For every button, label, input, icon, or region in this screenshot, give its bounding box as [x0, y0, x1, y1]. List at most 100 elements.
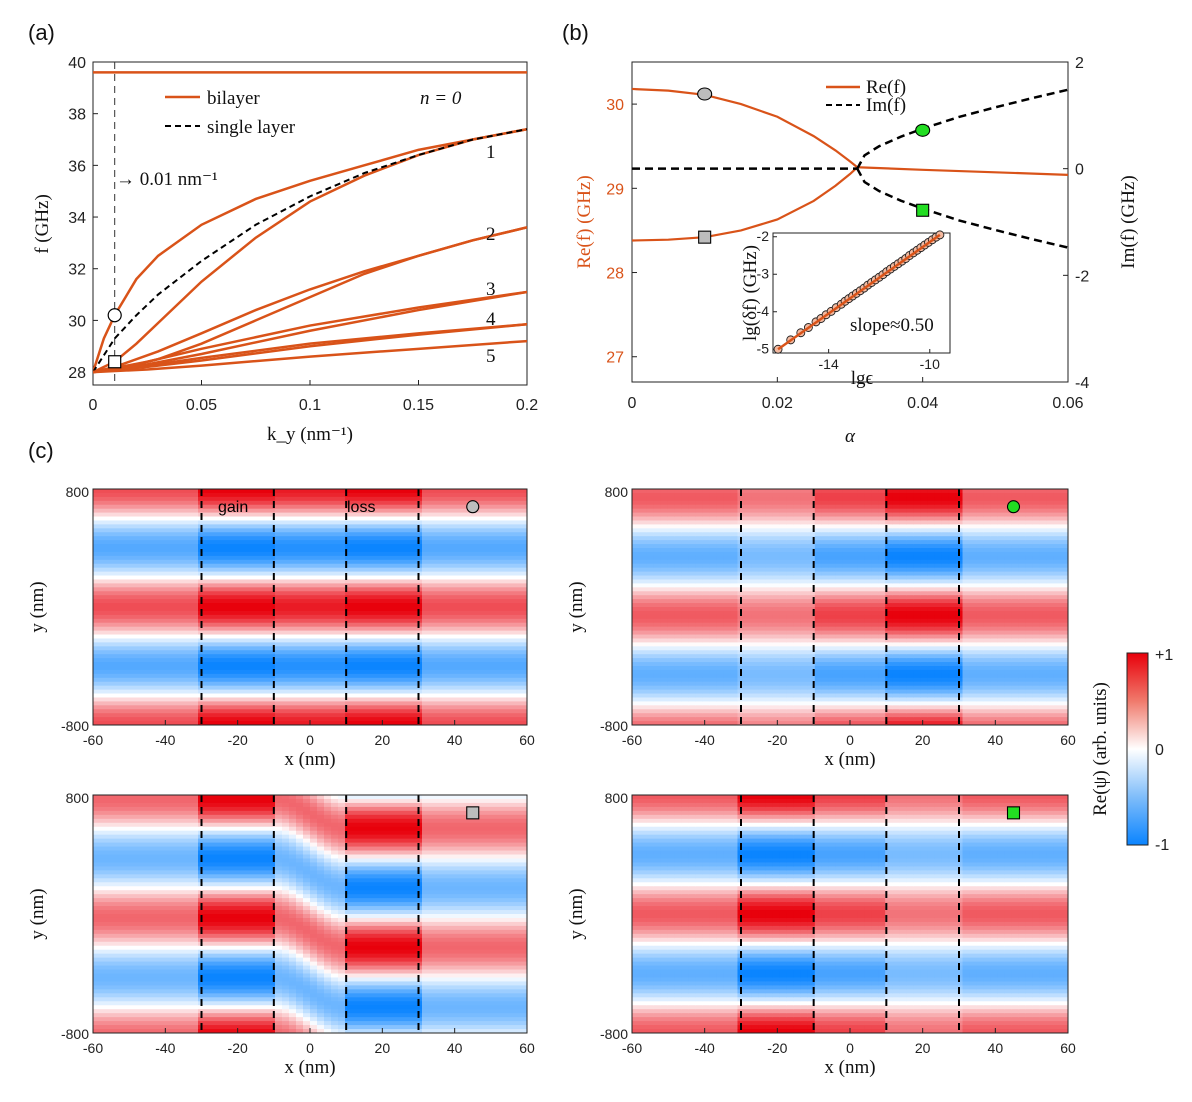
heatmap-cell [366, 646, 374, 651]
b-xtick-label: 0.06 [1052, 395, 1083, 412]
heatmap-cell [380, 516, 388, 522]
heatmap-cell [709, 587, 717, 592]
heatmap-cell [310, 492, 318, 498]
heatmap-cell [457, 524, 465, 529]
heatmap-cell [443, 705, 451, 710]
heatmap-cell [429, 579, 437, 584]
heatmap-cell [688, 575, 696, 581]
heatmap-cell [226, 575, 234, 581]
heatmap-cell [485, 646, 493, 651]
heatmap-cell [317, 697, 325, 702]
heatmap-cell [401, 532, 409, 537]
heatmap-cell [142, 567, 150, 573]
heatmap-cell [415, 689, 423, 695]
heatmap-cell [401, 571, 409, 577]
heatmap-cell [464, 607, 472, 612]
heatmap-cell [380, 709, 388, 714]
heatmap-cell [422, 709, 430, 714]
heatmap-cell [338, 662, 346, 667]
heatmap-cell [310, 642, 318, 647]
heatmap-cell [422, 544, 430, 549]
heatmap-cell [716, 685, 725, 691]
heatmap-cell [506, 705, 514, 710]
heatmap-cell [457, 571, 465, 577]
heatmap-cell [247, 591, 255, 596]
heatmap-cell [478, 555, 486, 561]
heatmap-cell [702, 536, 710, 541]
heatmap-cell [639, 709, 647, 714]
heatmap-cell [366, 681, 374, 687]
heatmap-cell [275, 697, 283, 702]
heatmap-cell [758, 540, 767, 545]
heatmap-cell [394, 685, 402, 691]
heatmap-cell [716, 607, 725, 612]
heatmap-cell [233, 583, 241, 588]
heatmap-cell [478, 559, 486, 565]
heatmap-cell [191, 540, 199, 545]
heatmap-cell [93, 666, 101, 671]
heatmap-cell [457, 563, 465, 569]
heatmap-cell [464, 591, 472, 596]
heatmap-cell [317, 713, 325, 718]
heatmap-cell [716, 603, 725, 608]
heatmap-cell [478, 713, 486, 718]
heatmap-cell [345, 524, 353, 529]
heatmap-cell [149, 595, 157, 600]
heatmap-cell [366, 721, 374, 725]
heatmap-cell [485, 626, 493, 632]
heatmap-cell [100, 721, 108, 725]
heatmap-cell [93, 500, 101, 506]
heatmap-cell [639, 685, 647, 691]
heatmap-cell [373, 540, 381, 545]
heatmap-cell [464, 669, 472, 675]
heatmap-cell [184, 567, 192, 573]
heatmap-cell [324, 721, 332, 725]
heatmap-cell [261, 516, 269, 522]
heatmap-cell [653, 591, 661, 596]
heatmap-cell [422, 516, 430, 522]
heatmap-cell [114, 666, 122, 671]
heatmap-cell [387, 721, 395, 725]
heatmap-cell [205, 520, 213, 525]
heatmap-cell [366, 591, 374, 596]
panel-b-frame [631, 61, 1069, 383]
heatmap-cell [380, 717, 388, 722]
heatmap-cell [170, 677, 178, 683]
heatmap-cell [128, 642, 136, 647]
heatmap-cell [478, 508, 486, 514]
heatmap-cell [247, 575, 255, 581]
heatmap-cell [730, 673, 739, 679]
heatmap-cell [198, 650, 206, 655]
heatmap-cell [653, 666, 661, 671]
heatmap-cell [471, 685, 479, 691]
heatmap-cell [667, 662, 675, 667]
heatmap-cell [93, 638, 101, 643]
heatmap-cell [233, 701, 241, 706]
heatmap-cell [254, 559, 262, 565]
heatmap-cell [149, 666, 157, 671]
heatmap-cell [646, 709, 654, 714]
heatmap-cell [352, 532, 360, 537]
heatmap-cell [163, 630, 171, 636]
heatmap-cell [723, 563, 732, 569]
heatmap-cell [163, 551, 171, 557]
heatmap-cell [296, 705, 304, 710]
heatmap-cell [121, 681, 129, 687]
heatmap-cell [135, 555, 143, 561]
heatmap-cell [121, 496, 129, 502]
heatmap-cell [254, 701, 262, 706]
heatmap-cell [212, 575, 220, 581]
heatmap-cell [485, 516, 493, 522]
heatmap-cell [219, 599, 227, 604]
heatmap-cell [233, 551, 241, 557]
heatmap-cell [121, 508, 129, 514]
b-ytick-left-label: 27 [606, 350, 624, 367]
heatmap-cell [359, 555, 367, 561]
heatmap-cell [653, 548, 661, 553]
heatmap-cell [198, 614, 206, 620]
heatmap-cell [499, 492, 507, 498]
heatmap-cell [716, 618, 725, 624]
heatmap-cell [226, 709, 234, 714]
heatmap-cell [219, 516, 227, 522]
heatmap-cell [135, 532, 143, 537]
